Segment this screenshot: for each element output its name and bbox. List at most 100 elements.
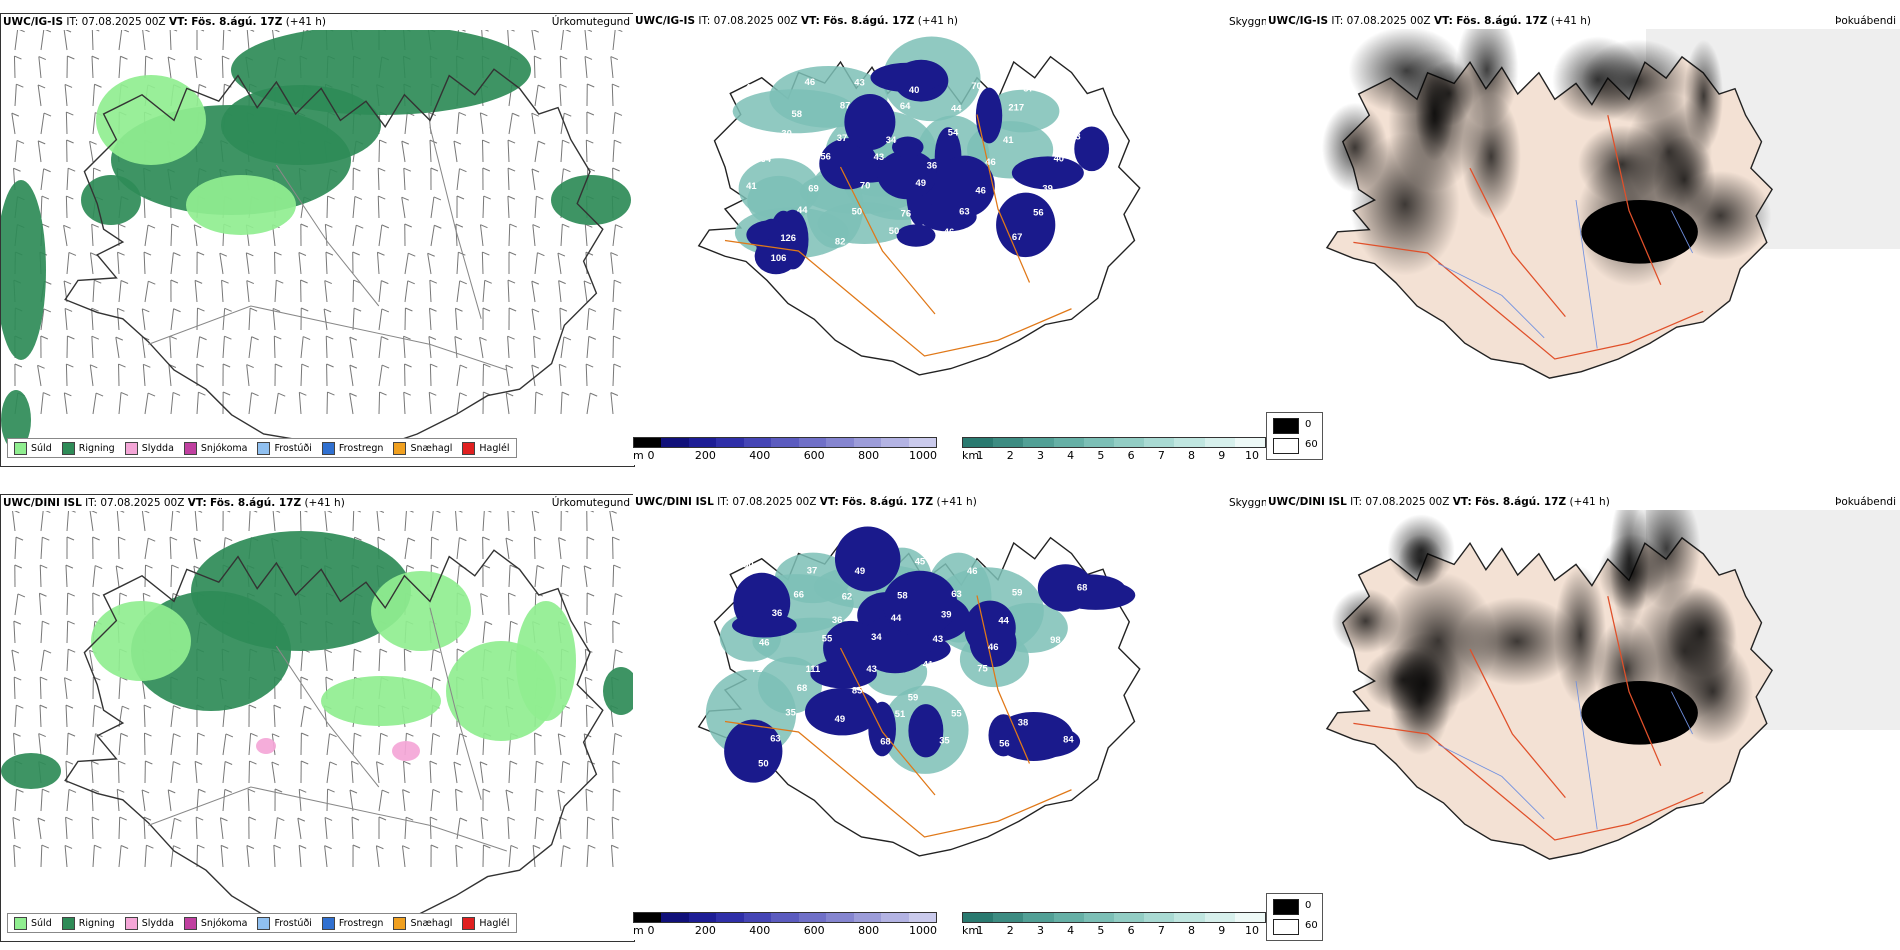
wind-barb: [40, 649, 45, 672]
wind-barb-flag: [349, 336, 358, 341]
precip-area: [91, 601, 191, 681]
wind-barb: [583, 565, 588, 588]
wind-barb-flag: [352, 251, 360, 256]
wind-barb: [610, 252, 614, 275]
wind-barb-flag: [614, 279, 622, 284]
precip-area: [321, 676, 441, 726]
wind-barb-flag: [16, 704, 24, 709]
colorbar-bin: [771, 913, 799, 922]
wind-barb: [141, 789, 146, 812]
legend-item: Haglél: [462, 441, 510, 455]
wind-barb-flag: [508, 251, 517, 256]
wind-barb: [482, 280, 486, 303]
wind-barb: [349, 365, 354, 387]
wind-barb-flag: [531, 308, 540, 313]
visibility-colorbar: km 1 2 3 4 5 6 7 8 9 10: [962, 437, 1266, 465]
cloud-base-value: 51: [895, 709, 906, 720]
wind-barb: [610, 845, 614, 868]
wind-barb: [352, 308, 355, 331]
wind-barb: [456, 112, 460, 135]
wind-barb-flag: [71, 511, 76, 513]
wind-barb-flag: [250, 732, 258, 737]
wind-barb: [586, 845, 589, 868]
wind-barb: [482, 196, 485, 219]
wind-barb-flag: [146, 844, 154, 849]
cloud-base-value: 45: [915, 557, 926, 568]
wind-barb-flag: [94, 565, 103, 569]
wind-barb-flag: [42, 620, 50, 625]
wind-barb: [222, 733, 227, 756]
wind-barb-flag: [329, 733, 337, 738]
wind-barb-flag: [199, 336, 207, 341]
precip-area: [256, 738, 276, 754]
wind-barb: [583, 621, 588, 644]
wind-barb: [167, 56, 172, 79]
colorbar-tick: 400: [749, 924, 771, 937]
colorbar-bin: [826, 438, 854, 447]
wind-barb-flag: [583, 280, 592, 285]
wind-barb-flag: [483, 195, 491, 200]
wind-barb-flag: [95, 392, 104, 397]
cloud-base-panel-row1: UWC/IG-IS IT: 07.08.2025 00Z VT: Fös. 8.…: [633, 13, 1266, 465]
road-network: [148, 607, 507, 852]
colorbar-bin: [1083, 438, 1115, 447]
wind-barb: [586, 817, 589, 840]
wind-barb: [117, 252, 120, 275]
wind-barb-flag: [173, 308, 181, 313]
legend-item: Frostregn: [321, 441, 383, 455]
panel-header: UWC/IG-IS IT: 07.08.2025 00Z VT: Fös. 8.…: [3, 16, 327, 28]
wind-barb-flag: [456, 648, 465, 653]
wind-barb: [37, 140, 42, 163]
fog-key-high-swatch: [1273, 899, 1299, 915]
wind-barb-flag: [379, 511, 385, 513]
wind-barb: [610, 56, 614, 79]
wind-barb-flag: [275, 511, 281, 513]
colorbar-strip: [962, 437, 1266, 448]
wind-barb-flag: [429, 760, 438, 765]
wind-barb: [324, 817, 328, 840]
fog-key-row2: 0 60: [1266, 893, 1323, 941]
wind-barb-flag: [91, 55, 100, 60]
wind-barb: [195, 817, 198, 840]
wind-barb: [169, 336, 172, 359]
wind-barb-flag: [563, 336, 572, 341]
cloud-base-value: 34: [871, 632, 882, 643]
legend-swatch: [393, 916, 407, 930]
cloud-base-area: [964, 600, 1016, 656]
wind-barb-flag: [352, 844, 361, 849]
wind-barb: [557, 733, 562, 756]
wind-barb-flag: [483, 391, 491, 396]
wind-barb-flag: [587, 30, 593, 32]
wind-barb: [219, 817, 224, 840]
visibility-label: Skyggni: [1229, 16, 1271, 28]
wind-barb-flag: [120, 55, 128, 60]
wind-barb: [508, 761, 511, 784]
wind-barb: [248, 308, 251, 331]
wind-barb-flag: [90, 252, 98, 257]
wind-barb-flag: [13, 167, 21, 172]
wind-barb: [326, 733, 331, 756]
cloud-base-value: 36: [772, 608, 783, 619]
wind-barb: [481, 140, 484, 163]
wind-barb: [40, 511, 44, 532]
wind-barb-flag: [327, 788, 335, 793]
wind-barb-flag: [63, 224, 71, 229]
wind-barb-flag: [587, 816, 595, 821]
wind-barb: [453, 140, 458, 163]
legend-swatch: [257, 441, 271, 455]
wind-barb-flag: [324, 280, 332, 285]
wind-barb-flag: [13, 732, 21, 737]
wind-barb-flag: [429, 307, 437, 312]
wind-barb: [531, 308, 536, 331]
precip-area: [392, 741, 420, 761]
cloud-base-area: [996, 192, 1056, 258]
wind-barb: [586, 336, 590, 359]
precip-area: [516, 601, 576, 721]
fog-area: [1389, 645, 1451, 756]
wind-barb: [403, 168, 406, 191]
wind-barb: [298, 392, 302, 415]
cloud-base-value: 217: [1008, 102, 1024, 113]
cloud-base-value: 62: [842, 591, 853, 602]
wind-barb: [38, 56, 42, 79]
wind-barb: [220, 845, 224, 868]
